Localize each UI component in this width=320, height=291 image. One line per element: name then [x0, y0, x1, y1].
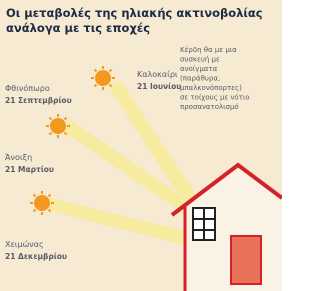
note-line: Κέρδη θα με μια: [180, 46, 237, 54]
season-date: 21 Ιουνίου: [137, 82, 181, 91]
season-name: Φθινόπωρο: [5, 83, 50, 93]
season-name: Άνοιξη: [5, 153, 32, 162]
note-line: (παράθυρα,: [180, 75, 220, 83]
season-name: Καλοκαίρι: [137, 70, 178, 79]
note-line: προσανατολισμό: [180, 103, 239, 111]
note-line: σε τοίχους με νότιο: [180, 94, 250, 102]
title-line: Οι μεταβολές της ηλιακής ακτινοβολίας: [6, 6, 263, 20]
season-date: 21 Μαρτίου: [5, 165, 54, 174]
season-date: 21 Δεκεμβρίου: [5, 252, 67, 261]
note-line: συσκευή με: [180, 56, 220, 64]
note-line: μπαλκονόπορτες): [180, 84, 242, 92]
infographic: Οι μεταβολές της ηλιακής ακτινοβολίας αν…: [0, 0, 282, 291]
title-line: ανάλογα με τις εποχές: [6, 21, 150, 35]
note-line: ανοίγματα: [180, 65, 218, 73]
season-name: Χειμώνας: [5, 239, 44, 249]
season-date: 21 Σεπτεμβρίου: [5, 96, 72, 105]
